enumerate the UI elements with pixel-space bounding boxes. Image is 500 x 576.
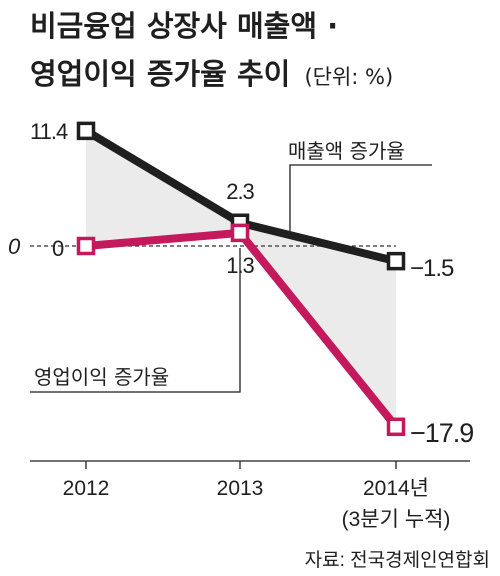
legend-label-profit: 영업이익 증가율 <box>34 365 169 389</box>
point-profit-2014년 <box>386 417 406 437</box>
data-points <box>76 121 406 437</box>
value-label-sales-2012: 11.4 <box>30 119 68 144</box>
point-sales-2014년 <box>386 251 406 271</box>
value-label-profit-2012: 0 <box>52 236 64 261</box>
x-label-2014년: 2014년 <box>363 477 429 500</box>
legend-leader-profit <box>30 248 241 393</box>
value-labels: 11.4 2.3 −1.5 0 1.3 −17.9 <box>30 119 474 448</box>
x-axis-ticks <box>85 461 397 469</box>
point-sales-2012 <box>76 121 96 141</box>
value-label-profit-2013: 1.3 <box>226 253 254 278</box>
band-between-series <box>86 130 396 427</box>
source-label: 자료: 전국경제인연합회 <box>305 549 490 571</box>
x-label-2012: 2012 <box>63 477 110 500</box>
x-sublabel-2014년: (3분기 누적) <box>342 508 451 531</box>
chart-title-line2: 영업이익 증가율 추이 (단위: %) <box>30 57 393 91</box>
point-profit-2012 <box>76 236 96 256</box>
legend-leader-sales <box>289 164 432 236</box>
zero-label: 0 <box>8 234 21 259</box>
unit-label: (단위: %) <box>304 65 393 89</box>
value-label-sales-2013: 2.3 <box>226 179 254 204</box>
chart-title-line1: 비금융업 상장사 매출액 · <box>30 9 338 43</box>
x-label-2013: 2013 <box>217 477 264 500</box>
chart-title-line2-text: 영업이익 증가율 추이 <box>30 57 290 91</box>
point-profit-2013 <box>230 223 250 243</box>
value-label-profit-2014년: −17.9 <box>410 418 473 448</box>
legend-label-sales: 매출액 증가율 <box>288 139 405 163</box>
value-label-sales-2014년: −1.5 <box>410 255 454 282</box>
x-axis-labels: 2012 2013 2014년 (3분기 누적) <box>63 477 451 531</box>
